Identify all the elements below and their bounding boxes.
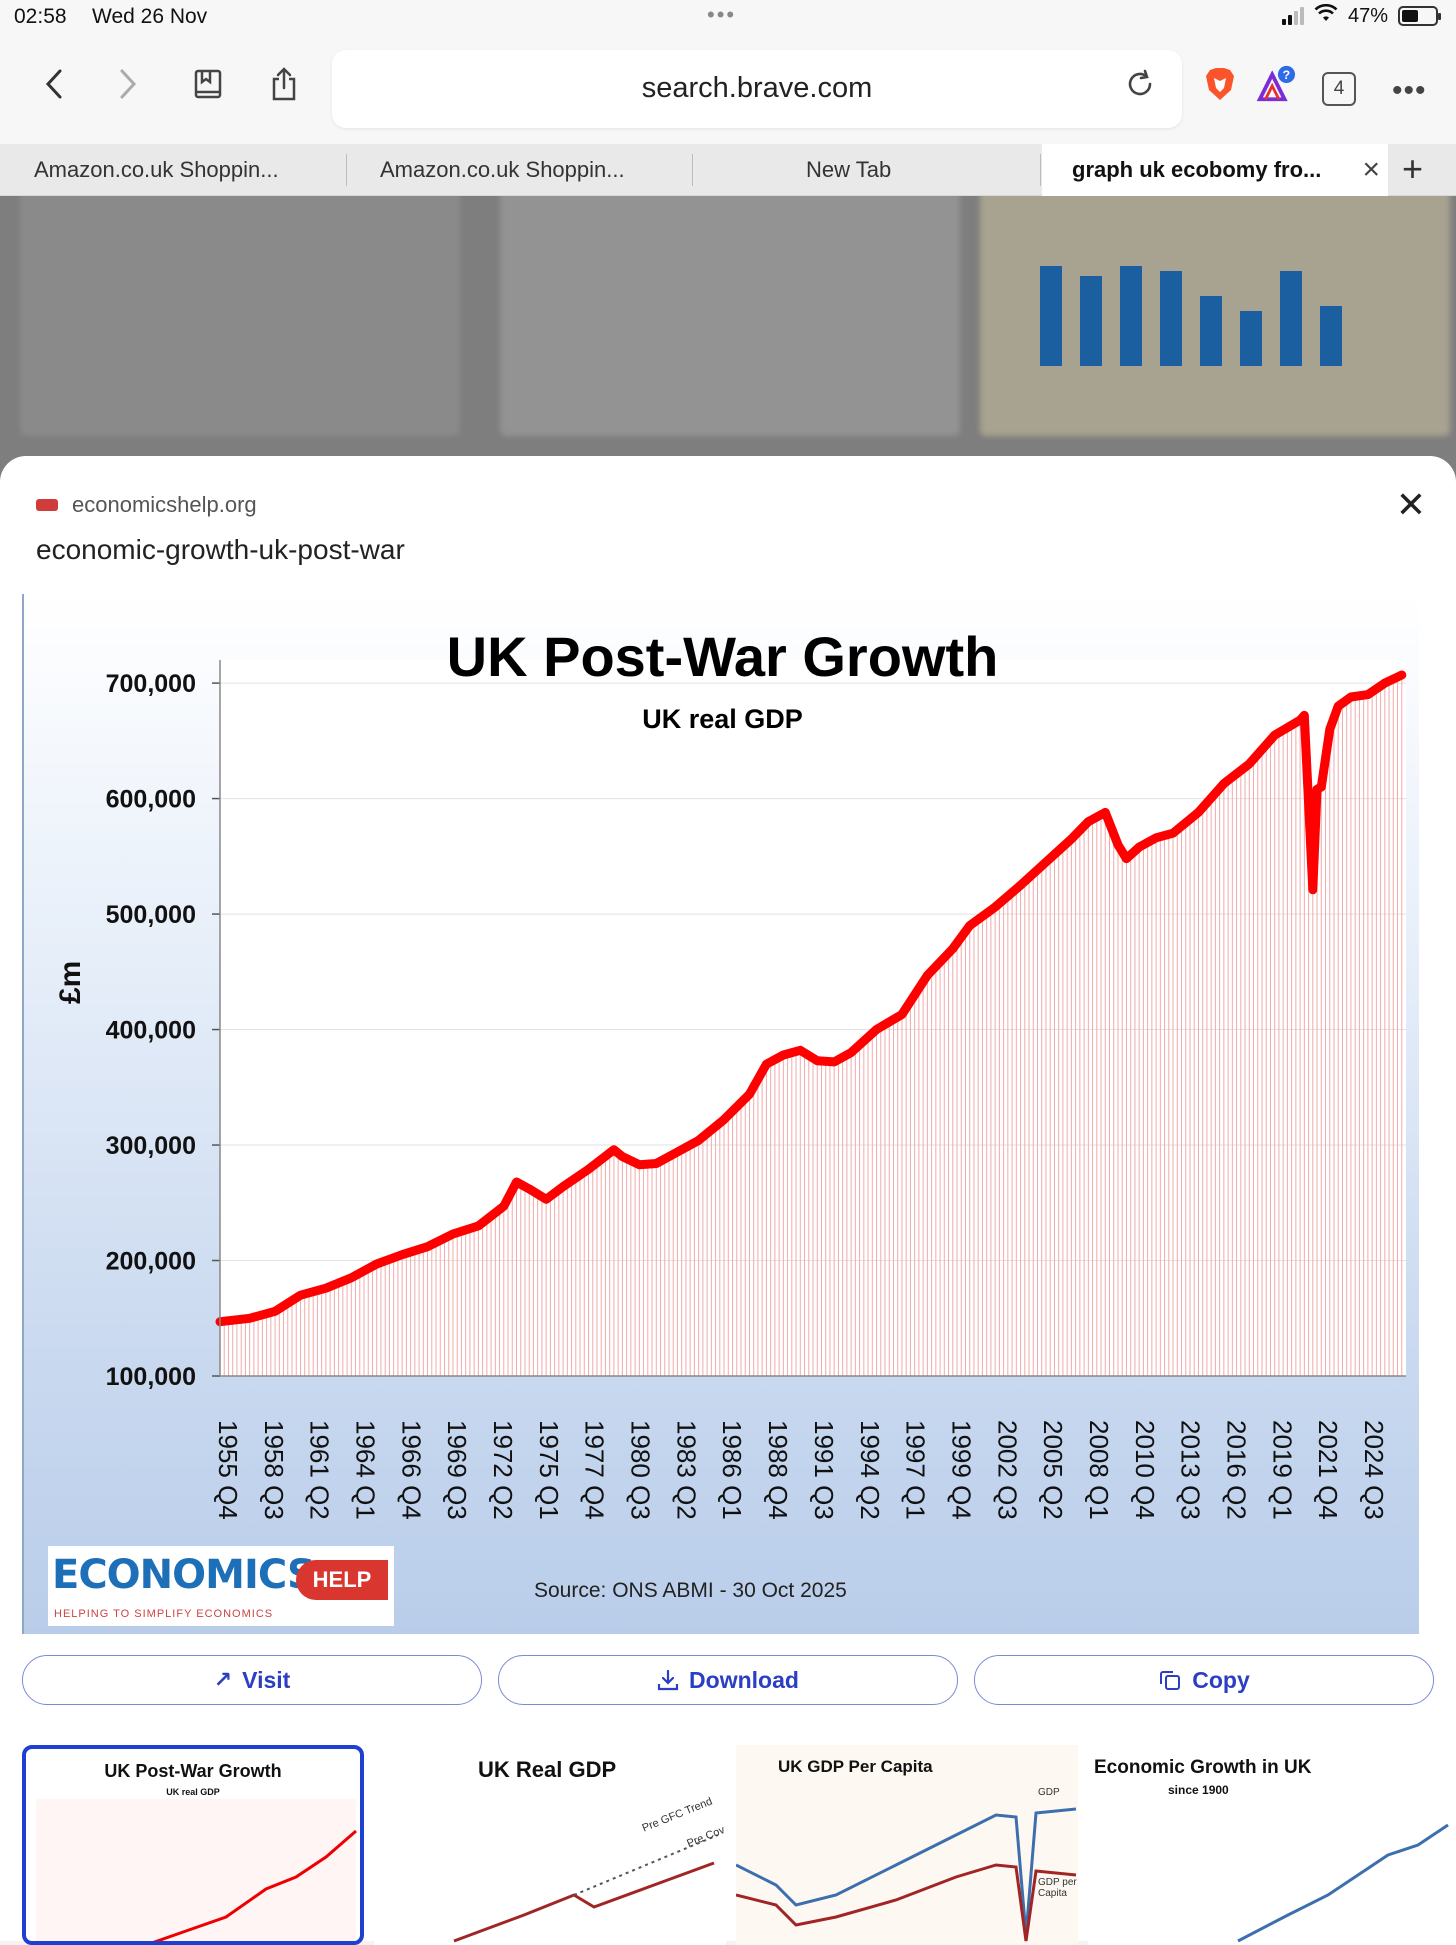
thumb-4-line — [1237, 1823, 1449, 1943]
gdp-series-line — [215, 670, 1407, 1327]
tab-active-search[interactable]: graph uk ecobomy fro... × — [1042, 144, 1388, 196]
reload-button[interactable] — [1120, 68, 1160, 108]
x-tick-label: 1991 Q3 — [809, 1420, 839, 1520]
y-tick-label: 700,000 — [106, 670, 196, 698]
x-tick-label: 1997 Q1 — [901, 1420, 931, 1520]
x-tick-label: 1961 Q2 — [305, 1420, 335, 1520]
x-tick-label: 1975 Q1 — [534, 1420, 564, 1520]
related-thumb-3[interactable]: UK GDP Per Capita GDP GDP per Capita — [736, 1745, 1078, 1945]
y-tick-label: 300,000 — [106, 1132, 196, 1160]
x-tick-label: 1999 Q4 — [946, 1420, 976, 1520]
preview-page-title: economic-growth-uk-post-war — [36, 534, 405, 565]
related-images: UK Post-War Growth UK real GDP UK Real G… — [0, 1745, 1456, 1945]
browser-toolbar: search.brave.com ? 4 ••• — [0, 36, 1456, 144]
tab-active-label: graph uk ecobomy fro... — [1072, 157, 1322, 182]
download-button[interactable]: Download — [498, 1655, 958, 1705]
multitask-dots-icon[interactable]: ••• — [707, 2, 737, 27]
tab-amazon-1[interactable]: Amazon.co.uk Shoppin... — [34, 157, 279, 182]
y-tick-label: 400,000 — [106, 1017, 196, 1045]
y-tick-label: 100,000 — [106, 1363, 196, 1391]
share-button[interactable] — [264, 64, 304, 104]
x-tick-label: 1986 Q1 — [717, 1420, 747, 1520]
url-text: search.brave.com — [641, 72, 873, 104]
x-tick-label: 1994 Q2 — [855, 1420, 885, 1520]
y-axis-label: £m — [54, 960, 87, 1004]
y-tick-label: 500,000 — [106, 901, 196, 929]
close-preview-icon[interactable]: ✕ — [1395, 484, 1426, 525]
x-tick-label: 2016 Q2 — [1221, 1420, 1251, 1520]
share-icon — [272, 67, 296, 101]
thumb-3-lines — [736, 1807, 1077, 1942]
source-domain: economicshelp.org — [72, 492, 257, 517]
close-tab-icon[interactable]: × — [1362, 153, 1380, 186]
back-button[interactable] — [34, 64, 74, 104]
battery-icon — [1398, 6, 1441, 26]
x-tick-label: 2021 Q4 — [1313, 1420, 1343, 1520]
x-tick-label: 1977 Q4 — [580, 1420, 610, 1520]
thumb-2-line — [453, 1834, 719, 1943]
new-tab-plus-icon[interactable]: + — [1402, 148, 1424, 189]
chart-subtitle: UK real GDP — [642, 704, 803, 734]
bookmark-book-icon — [194, 69, 222, 99]
chart-title: UK Post-War Growth — [446, 625, 999, 688]
preview-actions: ↗ Visit Download Copy — [22, 1655, 1434, 1707]
source-row[interactable]: economicshelp.org — [36, 492, 257, 518]
address-bar[interactable]: search.brave.com — [332, 50, 1182, 128]
x-tick-label: 2010 Q4 — [1130, 1420, 1160, 1520]
related-thumb-2[interactable]: UK Real GDP Pre GFC Trend Pre Cov — [374, 1745, 726, 1945]
download-icon — [657, 1669, 679, 1691]
arrow-up-right-icon: ↗ — [213, 1667, 233, 1692]
search-results-background — [0, 196, 1456, 486]
x-tick-label: 2013 Q3 — [1176, 1420, 1206, 1520]
x-tick-label: 1955 Q4 — [213, 1420, 243, 1520]
x-tick-label: 1966 Q4 — [396, 1420, 426, 1520]
battery-percent: 47% — [1347, 4, 1388, 27]
x-tick-label: 2008 Q1 — [1084, 1420, 1114, 1520]
x-tick-label: 1972 Q2 — [488, 1420, 518, 1520]
svg-text:?: ? — [1283, 68, 1291, 82]
chart-figure: 100,000 200,000 300,000 400,000 500,000 600,0… — [22, 594, 1419, 1634]
x-tick-label: 1958 Q3 — [259, 1420, 289, 1520]
signal-icon — [1281, 7, 1304, 25]
copy-icon — [1160, 1671, 1181, 1690]
tab-amazon-2[interactable]: Amazon.co.uk Shoppin... — [380, 157, 625, 182]
gdp-chart: 100,000 200,000 300,000 400,000 500,000 600,0… — [106, 660, 1407, 1520]
brave-shields-button[interactable] — [1200, 64, 1240, 104]
status-bar: 02:58 Wed 26 Nov ••• 47% — [0, 0, 1456, 36]
chevron-right-icon — [120, 69, 137, 99]
economicshelp-logo: ECONOMICS HELP HELPING TO SIMPLIFY ECONO… — [48, 1546, 394, 1626]
x-tick-label: 2002 Q3 — [992, 1420, 1022, 1520]
x-tick-label: 2019 Q1 — [1267, 1420, 1297, 1520]
forward-button[interactable] — [108, 64, 148, 104]
status-time: 02:58 — [14, 5, 67, 28]
wifi-icon — [1314, 3, 1338, 28]
rewards-triangle-icon: ? — [1256, 65, 1296, 102]
tab-new-tab[interactable]: New Tab — [806, 157, 892, 182]
reload-icon — [1128, 69, 1152, 96]
x-tick-label: 2005 Q2 — [1038, 1420, 1068, 1520]
copy-button[interactable]: Copy — [974, 1655, 1434, 1705]
x-tick-label: 1983 Q2 — [671, 1420, 701, 1520]
thumb-1-line — [36, 1799, 357, 1941]
y-tick-label: 600,000 — [106, 786, 196, 814]
x-tick-label: 1969 Q3 — [442, 1420, 472, 1520]
economicshelp-favicon-icon — [36, 499, 58, 511]
more-menu-icon[interactable]: ••• — [1392, 74, 1427, 107]
x-tick-label: 1988 Q4 — [763, 1420, 793, 1520]
tab-strip: Amazon.co.uk Shoppin... Amazon.co.uk Sho… — [0, 144, 1456, 196]
x-tick-label: 1980 Q3 — [626, 1420, 656, 1520]
related-thumb-1[interactable]: UK Post-War Growth UK real GDP — [22, 1745, 364, 1945]
y-tick-label: 200,000 — [106, 1248, 196, 1276]
brave-rewards-button[interactable]: ? — [1256, 64, 1296, 104]
visit-button[interactable]: ↗ Visit — [22, 1655, 482, 1705]
tab-count-button[interactable]: 4 — [1322, 72, 1356, 106]
chevron-left-icon — [45, 69, 62, 99]
chart-source: Source: ONS ABMI - 30 Oct 2025 — [534, 1579, 847, 1602]
x-tick-label: 1964 Q1 — [351, 1420, 381, 1520]
x-tick-label: 2024 Q3 — [1359, 1420, 1389, 1520]
related-thumb-4[interactable]: Economic Growth in UK since 1900 — [1088, 1745, 1456, 1945]
brave-lion-icon — [1206, 68, 1234, 100]
status-date: Wed 26 Nov — [92, 5, 208, 28]
bookmarks-button[interactable] — [188, 64, 228, 104]
